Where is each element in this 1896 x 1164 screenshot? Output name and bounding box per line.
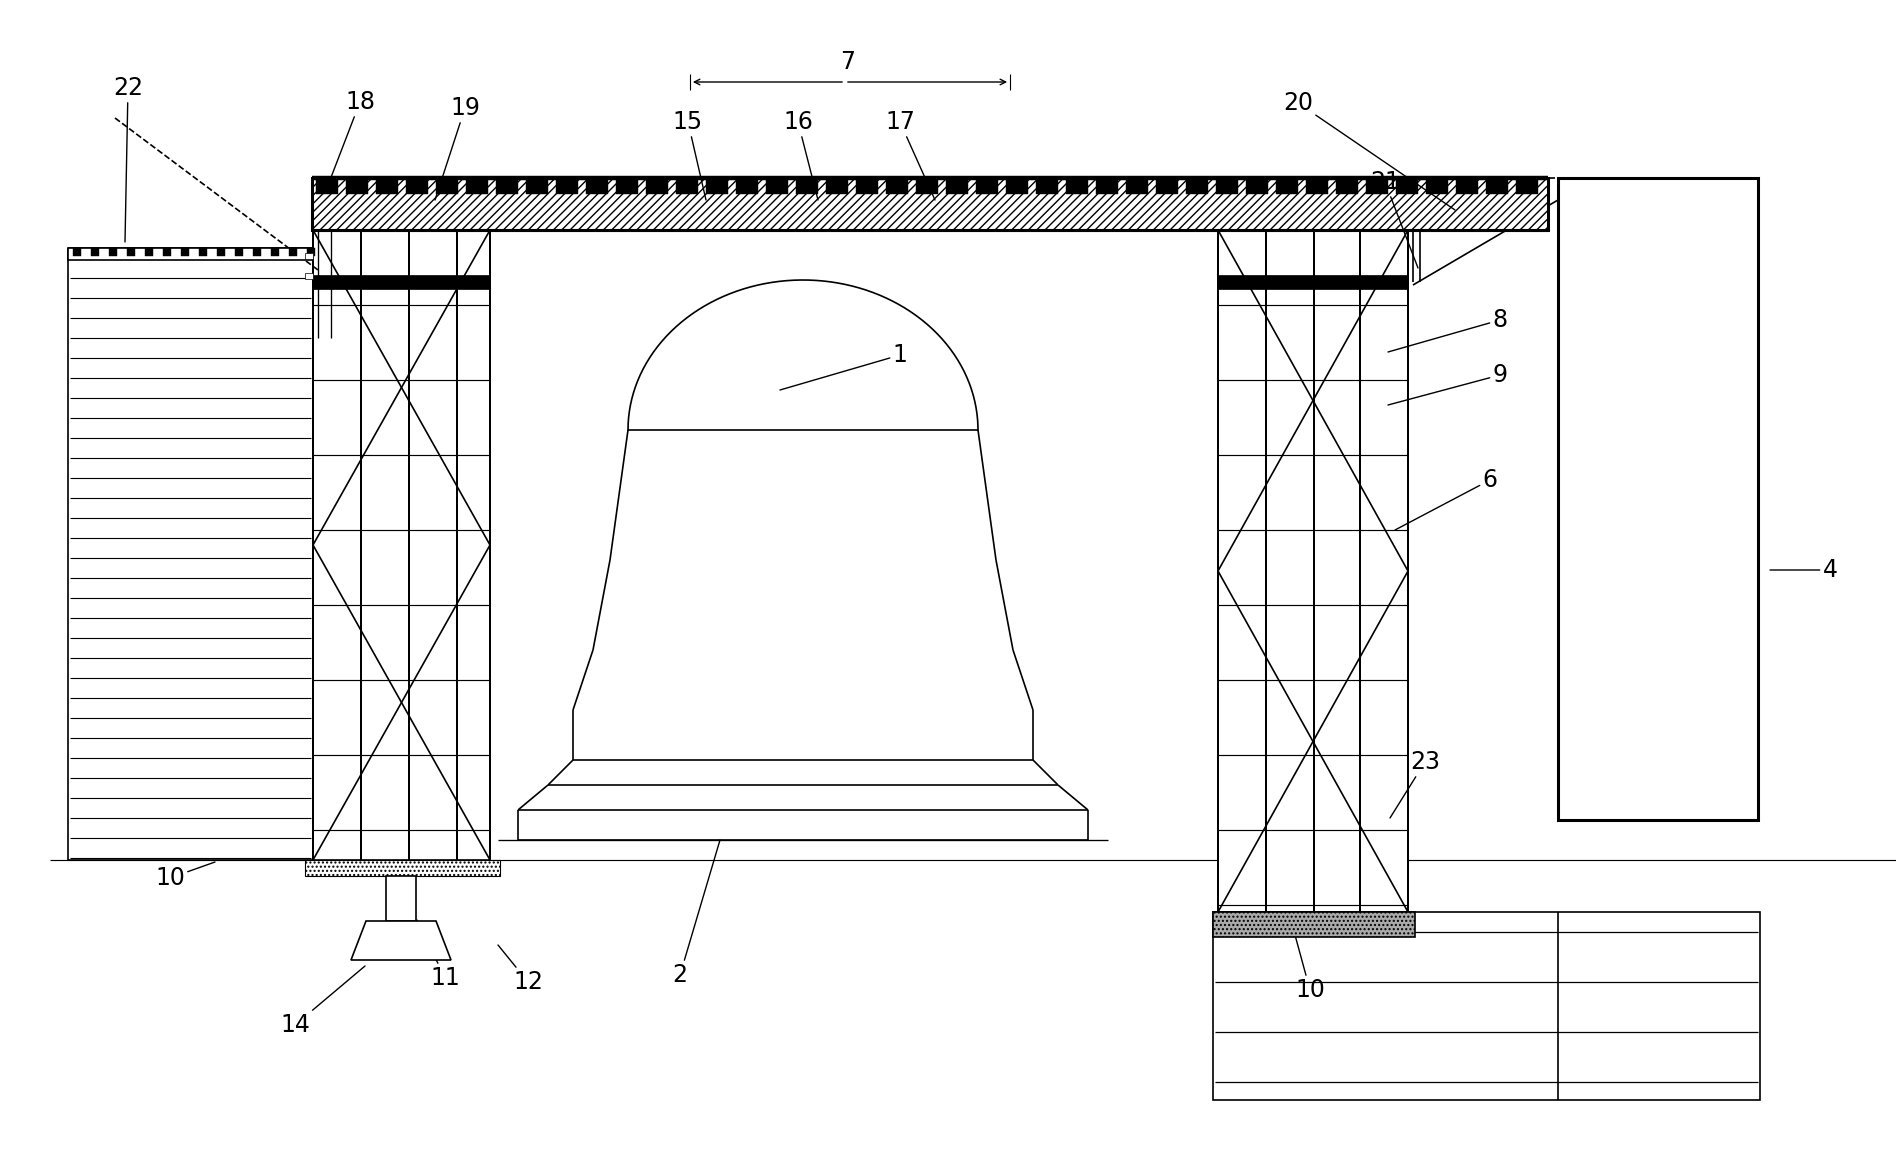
Bar <box>313 178 1547 230</box>
Text: 18: 18 <box>330 90 375 180</box>
Bar <box>163 248 171 256</box>
Bar <box>1035 180 1058 194</box>
Bar <box>1517 180 1538 194</box>
Bar <box>647 180 667 194</box>
Bar <box>1276 180 1299 194</box>
Bar <box>796 180 817 194</box>
Bar <box>1126 180 1147 194</box>
Bar <box>375 180 398 194</box>
Bar <box>766 180 789 194</box>
Bar <box>885 180 908 194</box>
Text: 20: 20 <box>1284 91 1454 210</box>
Bar <box>271 248 279 256</box>
Text: 14: 14 <box>281 966 366 1037</box>
Bar <box>1007 180 1028 194</box>
Bar <box>827 180 848 194</box>
Bar <box>466 180 487 194</box>
Bar <box>736 180 758 194</box>
Bar <box>108 248 118 256</box>
Bar <box>199 248 207 256</box>
Text: 22: 22 <box>114 76 142 242</box>
Text: 2: 2 <box>673 840 720 987</box>
Bar <box>127 248 135 256</box>
Bar <box>525 180 548 194</box>
Bar <box>1066 180 1088 194</box>
Text: 23: 23 <box>1390 750 1439 818</box>
Bar <box>317 180 337 194</box>
Bar <box>946 180 969 194</box>
Bar <box>305 860 501 876</box>
Text: 19: 19 <box>434 95 480 200</box>
Bar <box>406 180 428 194</box>
Bar <box>1337 180 1358 194</box>
Bar <box>1187 180 1208 194</box>
Bar <box>313 230 489 860</box>
Bar <box>1306 180 1327 194</box>
Text: 7: 7 <box>840 50 855 74</box>
Text: 10: 10 <box>155 863 214 890</box>
Bar <box>1157 180 1177 194</box>
Text: 15: 15 <box>673 111 705 200</box>
Bar <box>616 180 637 194</box>
Text: 12: 12 <box>499 945 542 994</box>
Bar <box>1365 180 1388 194</box>
Text: 1: 1 <box>779 343 908 390</box>
Text: 8: 8 <box>1388 308 1507 352</box>
Bar <box>216 248 226 256</box>
Bar <box>1246 180 1268 194</box>
Bar <box>68 248 313 260</box>
Bar <box>436 180 459 194</box>
Bar <box>288 248 298 256</box>
Text: 4: 4 <box>1771 558 1837 582</box>
Bar <box>1217 275 1409 289</box>
Bar <box>1426 180 1449 194</box>
Polygon shape <box>351 921 451 960</box>
Bar <box>677 180 698 194</box>
Bar <box>1456 180 1479 194</box>
Bar <box>180 248 190 256</box>
Bar <box>556 180 578 194</box>
Bar <box>252 248 262 256</box>
Bar <box>235 248 243 256</box>
Text: 6: 6 <box>1395 468 1498 530</box>
Bar <box>1559 178 1758 819</box>
Bar <box>305 253 313 260</box>
Text: 17: 17 <box>885 111 935 200</box>
Bar <box>1215 180 1238 194</box>
Bar <box>1217 230 1409 913</box>
Bar <box>74 248 82 256</box>
Bar <box>855 180 878 194</box>
Bar <box>387 876 415 921</box>
Text: 21: 21 <box>1371 170 1418 268</box>
Bar <box>345 180 368 194</box>
Text: 10: 10 <box>1295 935 1325 1002</box>
Bar <box>705 180 728 194</box>
Bar <box>1395 180 1418 194</box>
Bar <box>307 248 315 256</box>
Bar <box>1096 180 1119 194</box>
Bar <box>91 248 99 256</box>
Bar <box>1486 180 1507 194</box>
Bar <box>497 180 518 194</box>
Bar <box>1213 913 1414 937</box>
Bar <box>313 275 489 289</box>
Bar <box>976 180 997 194</box>
Bar <box>916 180 939 194</box>
Bar <box>1213 913 1759 1100</box>
Text: 16: 16 <box>783 111 817 200</box>
Text: 9: 9 <box>1388 363 1507 405</box>
Bar <box>586 180 609 194</box>
Bar <box>305 274 313 279</box>
Bar <box>144 248 154 256</box>
Text: 11: 11 <box>417 920 461 991</box>
